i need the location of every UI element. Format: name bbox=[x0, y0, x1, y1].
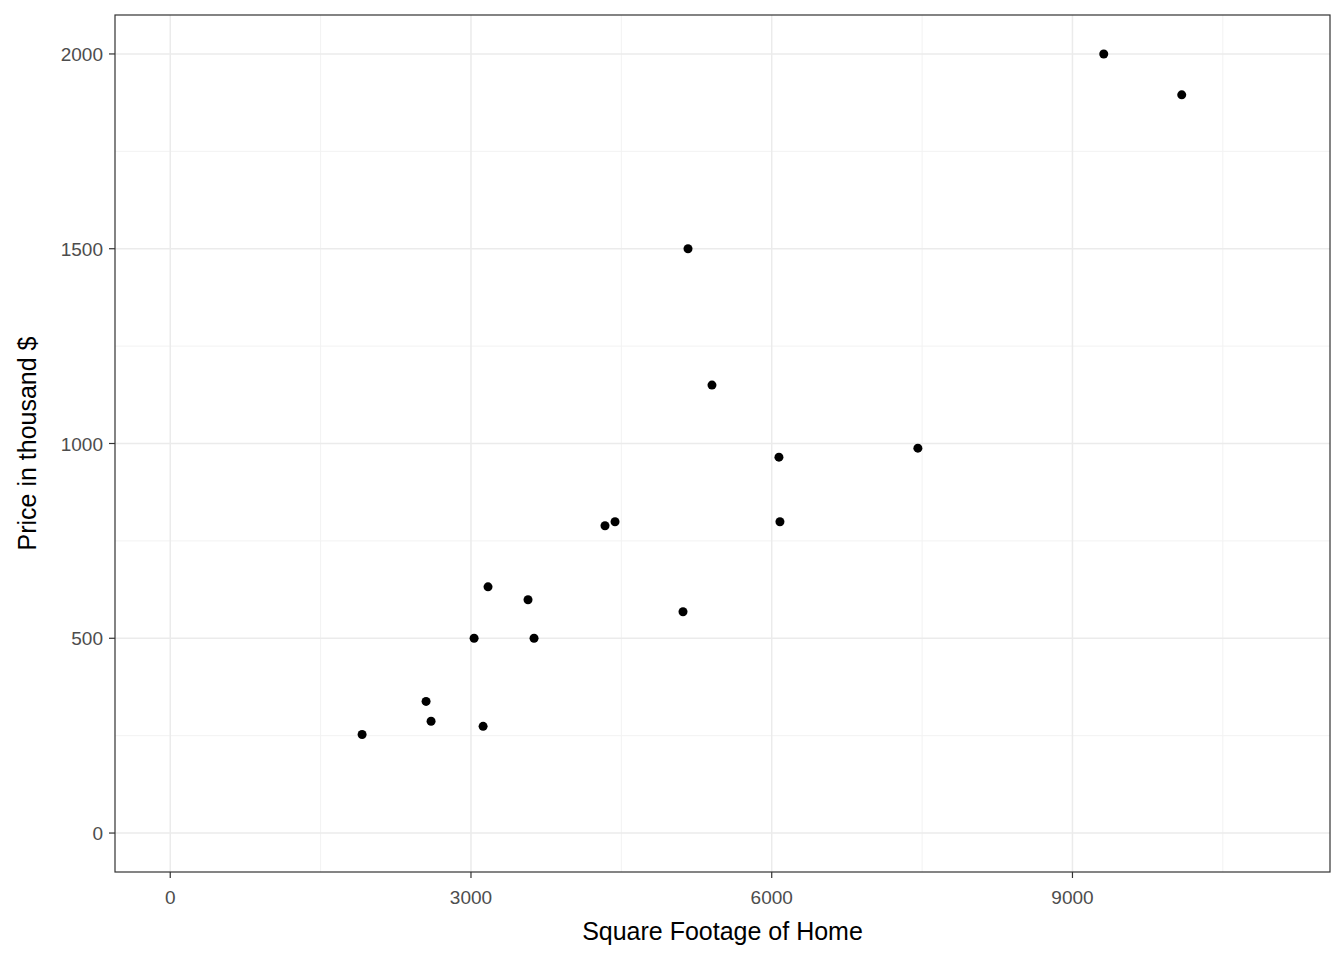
point bbox=[775, 517, 784, 526]
tick-label-y: 0 bbox=[92, 823, 103, 844]
tick-label-y: 1000 bbox=[61, 434, 103, 455]
tick-label-y: 500 bbox=[71, 628, 103, 649]
tick-x bbox=[771, 872, 772, 878]
tick-label-y: 1500 bbox=[61, 239, 103, 260]
tick-y bbox=[109, 832, 115, 833]
tick-x bbox=[470, 872, 471, 878]
grid-line-y bbox=[115, 248, 1330, 250]
tick-y bbox=[109, 443, 115, 444]
tick-label-x: 9000 bbox=[1051, 887, 1093, 908]
minor-grid-y bbox=[115, 151, 1330, 152]
grid-line-y bbox=[115, 832, 1330, 834]
tick-x bbox=[1072, 872, 1073, 878]
tick-y bbox=[109, 53, 115, 54]
point bbox=[427, 717, 436, 726]
axes: 0 3000 6000 9000 0 500 1000 1500 2000 bbox=[61, 44, 1094, 908]
point bbox=[358, 730, 367, 739]
grid-line-y bbox=[115, 638, 1330, 640]
point bbox=[484, 582, 493, 591]
point bbox=[1177, 90, 1186, 99]
tick-label-x: 3000 bbox=[450, 887, 492, 908]
point bbox=[530, 634, 539, 643]
tick-label-x: 6000 bbox=[751, 887, 793, 908]
minor-grid-y bbox=[115, 735, 1330, 736]
point bbox=[913, 444, 922, 453]
point bbox=[601, 521, 610, 530]
point bbox=[1099, 49, 1108, 58]
panel-border bbox=[115, 15, 1330, 872]
points bbox=[358, 49, 1187, 739]
tick-y bbox=[109, 638, 115, 639]
point bbox=[707, 381, 716, 390]
point bbox=[524, 595, 533, 604]
x-axis-title: Square Footage of Home bbox=[582, 917, 863, 945]
y-axis-title: Price in thousand $ bbox=[13, 336, 41, 550]
point bbox=[611, 517, 620, 526]
minor-grid-y bbox=[115, 346, 1330, 347]
minor-grid-y bbox=[115, 540, 1330, 541]
point bbox=[774, 453, 783, 462]
tick-x bbox=[170, 872, 171, 878]
grid bbox=[115, 15, 1330, 872]
tick-label-x: 0 bbox=[165, 887, 176, 908]
point bbox=[470, 634, 479, 643]
point bbox=[684, 244, 693, 253]
point bbox=[479, 722, 488, 731]
point bbox=[679, 607, 688, 616]
tick-y bbox=[109, 248, 115, 249]
tick-label-y: 2000 bbox=[61, 44, 103, 65]
point bbox=[422, 697, 431, 706]
background bbox=[0, 0, 1344, 960]
grid-line-y bbox=[115, 443, 1330, 445]
grid-line-y bbox=[115, 53, 1330, 55]
chart: 0 3000 6000 9000 0 500 1000 1500 2000 Square Foot… bbox=[0, 0, 1344, 960]
